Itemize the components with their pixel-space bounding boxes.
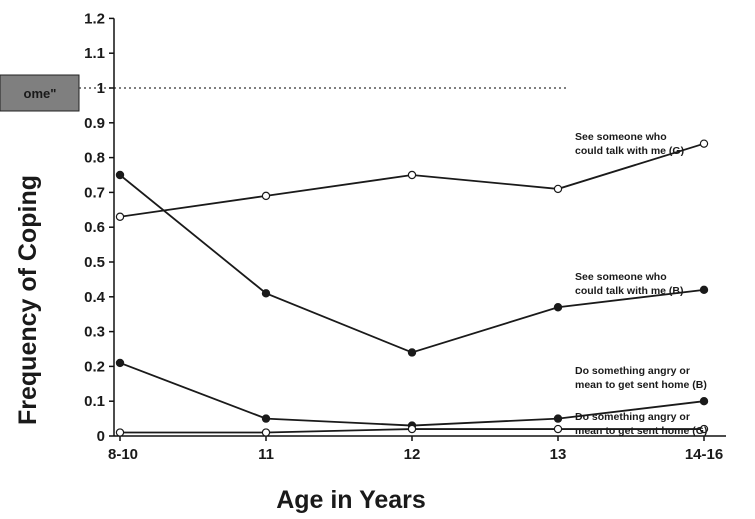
data-point [115,358,125,368]
data-point [261,289,271,298]
data-point [699,139,709,148]
data-point [261,428,271,437]
data-point [699,397,709,406]
series [115,139,709,221]
data-point [261,414,271,423]
x-tick-label: 8-10 [108,446,138,463]
y-tick-group: 0 0.1 0.2 0.3 0.4 0.5 0.6 0.7 0.8 0.9 1 1.1 1.2 [84,10,114,445]
y-tick-label: 1.2 [84,10,105,27]
x-tick-label: 11 [258,446,274,463]
y-tick-label: 0.4 [84,289,106,306]
data-point [407,170,417,180]
series [115,170,709,357]
reference-line-group: ome" [0,74,567,112]
series-label: See someone who [575,271,667,283]
series-label: See someone who [575,131,667,143]
y-tick-label: 0.5 [84,254,105,271]
series-label: mean to get sent home (G) [575,425,707,437]
x-tick-label: 14-16 [685,446,723,463]
data-point [407,424,417,434]
x-axis: 8-10 11 12 13 14-16 [108,435,726,463]
x-axis-title: Age in Years [276,486,426,514]
y-tick-label: 0.2 [84,358,105,375]
data-point [699,424,709,434]
y-tick-label: 0.9 [84,115,105,132]
y-tick-label: 0.1 [84,393,105,410]
data-point [115,428,125,437]
x-tick-label: 12 [404,446,421,463]
x-tick-label: 13 [550,446,567,463]
y-tick-label: 0.7 [84,184,105,201]
series [115,424,709,437]
x-tick-group: 8-10 11 12 13 14-16 [108,436,723,463]
series-group [115,139,709,437]
y-axis: 0 0.1 0.2 0.3 0.4 0.5 0.6 0.7 0.8 0.9 1 1.1 1.2 [84,10,115,445]
y-tick-label: 0.8 [84,150,105,167]
data-point [553,424,563,434]
reference-label-box [0,74,80,112]
series-line [119,174,705,354]
y-tick-label: 1.1 [84,45,105,62]
data-point [553,184,563,194]
y-tick-label: 1 [97,80,105,97]
series-label: could talk with me (G) [575,145,684,157]
series-label: Do something angry or [575,411,690,423]
series-label-group: See someone who could talk with me (G) See… [575,131,707,437]
data-point [115,170,125,180]
data-point [553,414,563,423]
data-point [261,191,271,201]
data-point [115,212,125,221]
series-label: mean to get sent home (B) [575,379,707,391]
y-tick-label: 0.6 [84,219,105,236]
y-tick-label: 0.3 [84,324,105,341]
data-point [407,348,417,357]
y-axis-title: Frequency of Coping [14,175,42,425]
data-point [699,285,709,295]
reference-label: ome" [24,86,57,101]
data-point [553,303,563,312]
series-label: Do something angry or [575,365,690,377]
series-label: could talk with me (B) [575,285,684,297]
y-tick-label: 0 [97,428,105,445]
